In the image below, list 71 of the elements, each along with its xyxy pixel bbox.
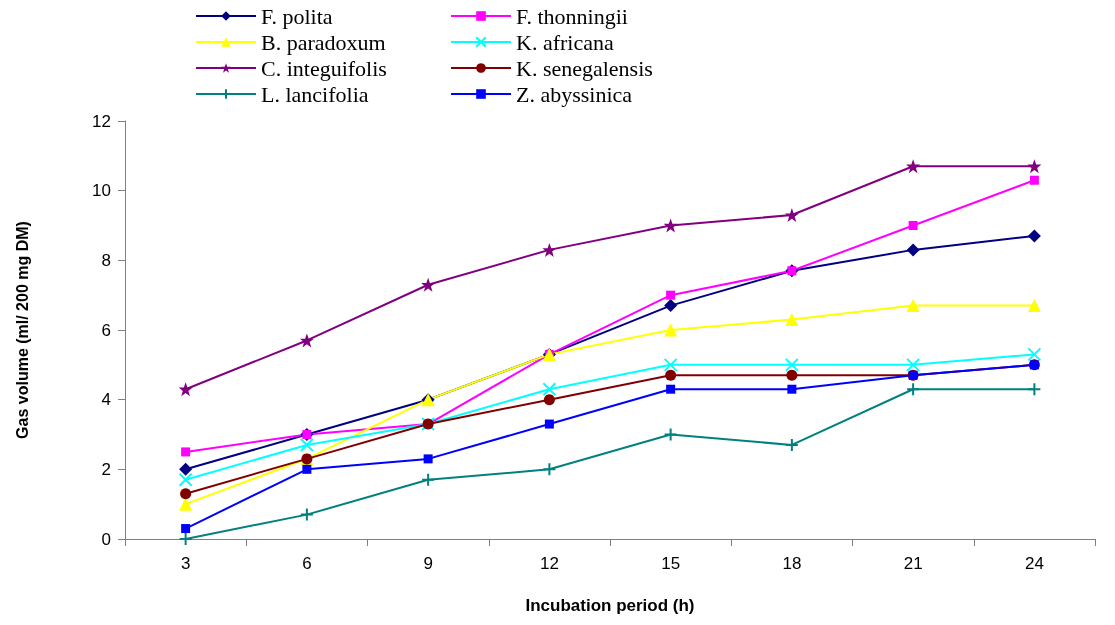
y-tick-label: 8 xyxy=(101,250,111,270)
point xyxy=(421,277,436,292)
point xyxy=(299,333,314,348)
y-tick-label: 10 xyxy=(92,181,111,201)
point xyxy=(1027,229,1041,243)
point xyxy=(906,159,921,174)
x-tick-label: 6 xyxy=(302,554,312,573)
point xyxy=(784,208,799,223)
point xyxy=(181,447,191,457)
y-tick-label: 0 xyxy=(101,529,111,549)
point xyxy=(544,419,554,429)
x-tick-label: 12 xyxy=(539,554,559,573)
x-tick-label: 24 xyxy=(1024,554,1044,573)
point xyxy=(906,357,921,372)
point xyxy=(1027,382,1042,397)
x-tick-label: 3 xyxy=(180,554,191,573)
x-axis-title: Incubation period (h) xyxy=(525,596,695,615)
point xyxy=(906,382,921,397)
point xyxy=(542,242,557,257)
legend-label: K. senegalensis xyxy=(516,55,653,81)
point xyxy=(178,382,193,397)
point xyxy=(784,357,799,372)
point xyxy=(179,497,193,511)
point xyxy=(787,384,797,394)
x-tick-label: 15 xyxy=(661,554,681,573)
point xyxy=(665,369,677,381)
point xyxy=(663,218,678,233)
point xyxy=(421,472,436,487)
point xyxy=(299,437,314,452)
point xyxy=(906,243,920,257)
point xyxy=(666,290,676,300)
point xyxy=(180,488,192,500)
point xyxy=(664,323,678,337)
y-tick-label: 6 xyxy=(101,320,111,340)
point xyxy=(1027,299,1041,313)
point xyxy=(1029,175,1039,185)
legend-label: F. thonningii xyxy=(516,3,628,29)
point xyxy=(542,462,557,477)
point xyxy=(784,437,799,452)
point xyxy=(181,524,191,534)
y-tick-label: 2 xyxy=(101,459,111,479)
point xyxy=(178,472,193,487)
point xyxy=(1027,159,1042,174)
legend-label: F. polita xyxy=(261,3,333,29)
point xyxy=(785,313,799,327)
point xyxy=(1027,347,1042,362)
point xyxy=(423,454,433,464)
point xyxy=(908,221,918,230)
y-tick-label: 4 xyxy=(101,390,111,410)
point xyxy=(299,507,314,522)
x-tick-label: 18 xyxy=(782,554,802,573)
legend-label: K. africana xyxy=(516,29,614,55)
point xyxy=(666,384,676,394)
legend-label: Z. abyssinica xyxy=(516,81,633,107)
point xyxy=(906,299,920,313)
point xyxy=(786,369,798,381)
point xyxy=(663,357,678,372)
point xyxy=(302,464,312,474)
y-axis-title: Gas volume (ml/ 200 mg DM) xyxy=(13,221,31,439)
point xyxy=(178,532,193,546)
x-tick-label: 21 xyxy=(903,554,923,573)
y-tick-label: 12 xyxy=(92,111,111,131)
point xyxy=(179,462,193,476)
point xyxy=(543,394,555,406)
legend-label: C. integuifolis xyxy=(261,55,387,81)
point xyxy=(663,427,678,442)
x-tick-label: 9 xyxy=(423,554,433,573)
legend-label: L. lancifolia xyxy=(261,81,369,107)
legend-label: B. paradoxum xyxy=(261,29,386,55)
point xyxy=(542,382,557,397)
point xyxy=(664,299,678,313)
